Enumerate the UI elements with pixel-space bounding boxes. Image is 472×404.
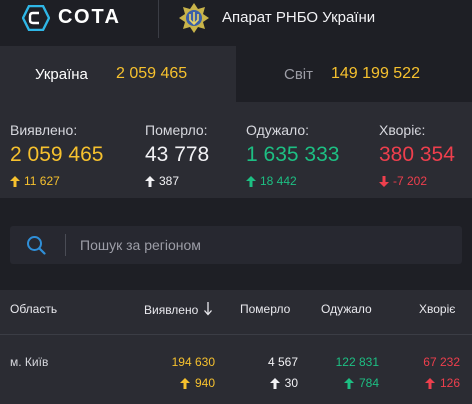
arrow-up-icon (270, 378, 280, 389)
stat-recovered: Одужало: 1 635 333 18 442 (246, 122, 339, 188)
header-divider (158, 0, 159, 38)
search-icon[interactable] (26, 235, 46, 255)
sota-logo-icon[interactable] (22, 5, 50, 31)
tab-world-value: 149 199 522 (331, 65, 420, 83)
region-name[interactable]: м. Київ (10, 355, 48, 369)
stat-value: 43 778 (145, 143, 209, 167)
table-header-divider (0, 334, 472, 335)
stat-detected: Виявлено: 2 059 465 11 627 (10, 122, 103, 188)
cell-recovered: 122 831 (310, 355, 379, 369)
tab-ukraine[interactable]: Україна 2 059 465 (0, 46, 236, 102)
col-header-died[interactable]: Померло (240, 302, 290, 316)
cell-detected: 194 630 (140, 355, 215, 369)
col-header-sick[interactable]: Хворіє (419, 302, 455, 316)
search-box[interactable] (10, 226, 462, 264)
cell-recovered-delta: 784 (310, 376, 379, 390)
stat-label: Померло: (145, 122, 209, 138)
sort-down-arrow-icon[interactable] (204, 302, 212, 316)
col-header-detected-label: Виявлено (144, 303, 198, 317)
tab-ukraine-label: Україна (35, 66, 88, 83)
stat-delta-value: 11 627 (24, 174, 60, 188)
logo-text[interactable]: СОТА (58, 6, 121, 29)
stat-delta: 387 (145, 174, 209, 188)
cell-delta-value: 784 (359, 376, 379, 390)
tab-ukraine-value: 2 059 465 (116, 65, 187, 83)
org-name[interactable]: Апарат РНБО України (222, 9, 375, 26)
tab-world[interactable]: Світ 149 199 522 (236, 46, 472, 102)
stat-delta: -7 202 (379, 174, 455, 188)
stat-died: Померло: 43 778 387 (145, 122, 209, 188)
stat-label: Одужало: (246, 122, 339, 138)
cell-detected-delta: 940 (140, 376, 215, 390)
cell-delta-value: 940 (195, 376, 215, 390)
tab-world-label: Світ (284, 66, 313, 83)
stat-label: Виявлено: (10, 122, 103, 138)
stat-delta-value: -7 202 (393, 174, 427, 188)
cell-delta-value: 126 (440, 376, 460, 390)
region-tabs: Україна 2 059 465 Світ 149 199 522 (0, 46, 472, 102)
arrow-up-icon (180, 378, 190, 389)
arrow-up-icon (246, 176, 256, 187)
arrow-up-icon (425, 378, 435, 389)
cell-delta-value: 30 (285, 376, 298, 390)
cell-died-delta: 30 (238, 376, 298, 390)
search-input[interactable] (80, 226, 450, 264)
rnbo-emblem-icon[interactable] (178, 2, 210, 34)
stat-value: 380 354 (379, 143, 455, 167)
stats-panel: Виявлено: 2 059 465 11 627 Померло: 43 7… (0, 102, 472, 198)
search-section (0, 198, 472, 290)
regions-table: Область Виявлено Померло Одужало Хворіє … (0, 290, 472, 404)
stat-delta: 11 627 (10, 174, 103, 188)
col-header-recovered[interactable]: Одужало (321, 302, 372, 316)
cell-sick: 67 232 (400, 355, 460, 369)
cell-died: 4 567 (238, 355, 298, 369)
search-divider (65, 234, 66, 256)
stat-label: Хворіє: (379, 122, 455, 138)
stat-sick: Хворіє: 380 354 -7 202 (379, 122, 455, 188)
arrow-down-icon (379, 176, 389, 187)
stat-value: 1 635 333 (246, 143, 339, 167)
stat-delta: 18 442 (246, 174, 339, 188)
col-header-detected[interactable]: Виявлено (144, 302, 212, 317)
col-header-region[interactable]: Область (10, 302, 57, 316)
arrow-up-icon (344, 378, 354, 389)
app-header: СОТА Апарат РНБО України (0, 0, 472, 38)
stat-delta-value: 18 442 (260, 174, 297, 188)
stat-delta-value: 387 (159, 174, 179, 188)
arrow-up-icon (10, 176, 20, 187)
arrow-up-icon (145, 176, 155, 187)
stat-value: 2 059 465 (10, 143, 103, 167)
cell-sick-delta: 126 (400, 376, 460, 390)
